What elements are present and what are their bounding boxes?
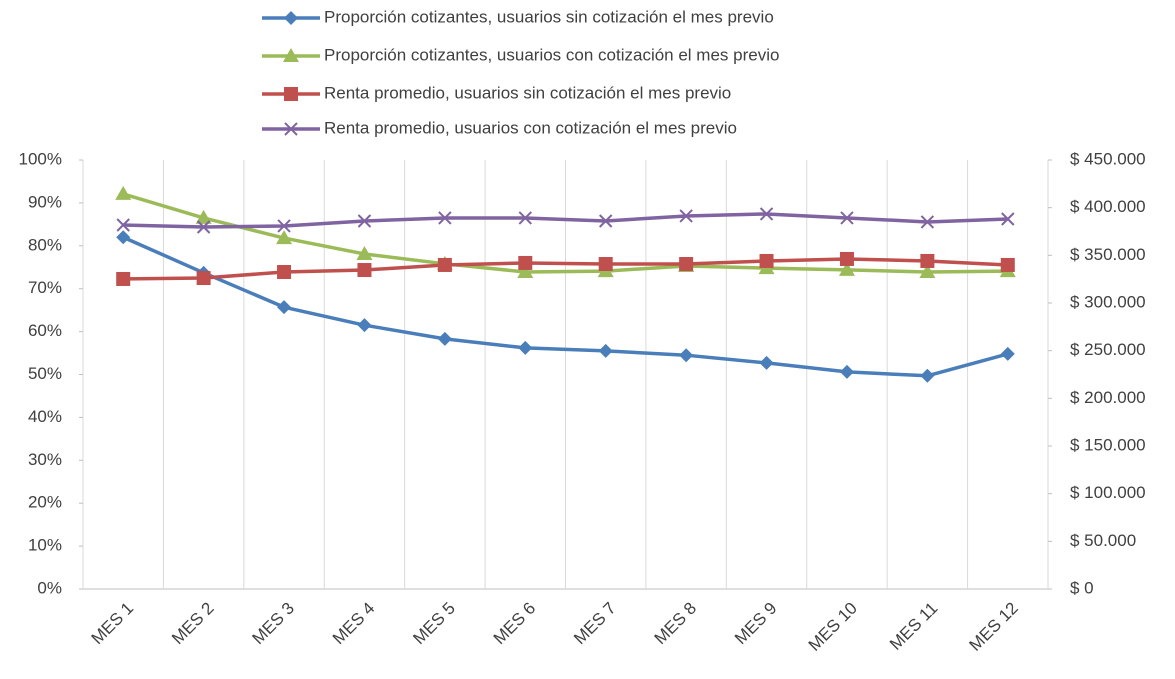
x-tick-label: MES 2 [168, 599, 218, 649]
marker [518, 255, 533, 270]
legend-label: Proporción cotizantes, usuarios sin coti… [324, 7, 774, 26]
series-line [123, 212, 1008, 229]
marker [116, 271, 131, 286]
marker [598, 343, 613, 358]
y-tick-label: 40% [28, 407, 62, 426]
x-tick-label: MES 12 [966, 599, 1022, 655]
x-tick-label: MES 10 [805, 599, 861, 655]
series-line [122, 192, 1008, 274]
marker [357, 318, 372, 333]
marker [598, 257, 613, 272]
marker [356, 245, 373, 260]
marker [920, 253, 935, 268]
y-tick-label: 100% [19, 149, 62, 168]
y-tick-label: 70% [28, 278, 62, 297]
marker [517, 263, 534, 278]
marker [840, 211, 854, 225]
marker [920, 368, 935, 383]
legend-label: Renta promedio, usuarios con cotización … [324, 118, 737, 137]
y2-tick-label: $ 200.000 [1070, 388, 1146, 407]
marker [679, 257, 694, 272]
y-tick-label: 20% [28, 493, 62, 512]
marker [679, 348, 694, 363]
x-tick-label: MES 5 [409, 599, 459, 649]
marker [1000, 346, 1015, 361]
marker [357, 263, 372, 278]
marker [919, 263, 936, 278]
marker [196, 271, 211, 286]
marker [195, 209, 212, 224]
marker [277, 300, 292, 315]
marker [759, 253, 774, 268]
y2-tick-label: $ 350.000 [1070, 245, 1146, 264]
marker [357, 214, 372, 228]
y-tick-label: 60% [28, 321, 62, 340]
series-line [123, 257, 1008, 281]
marker [839, 364, 854, 379]
y2-tick-label: $ 50.000 [1070, 531, 1136, 550]
y-tick-label: 10% [28, 536, 62, 555]
y-tick-label: 90% [28, 192, 62, 211]
marker [438, 211, 452, 225]
x-tick-label: MES 6 [490, 599, 540, 649]
marker [284, 11, 298, 25]
marker [1000, 257, 1015, 272]
y2-tick-label: $ 450.000 [1070, 149, 1146, 168]
marker [116, 230, 131, 245]
marker [284, 122, 298, 136]
series-line [122, 235, 1009, 378]
y-tick-label: 50% [28, 364, 62, 383]
y2-tick-label: $ 100.000 [1070, 483, 1146, 502]
x-tick-label: MES 1 [88, 599, 138, 649]
marker [115, 185, 132, 200]
y2-tick-label: $ 400.000 [1070, 197, 1146, 216]
x-tick-label: MES 9 [731, 599, 781, 649]
marker [277, 219, 291, 233]
x-tick-label: MES 7 [570, 599, 620, 649]
y2-tick-label: $ 0 [1070, 578, 1094, 597]
marker [920, 215, 935, 229]
marker [116, 218, 130, 232]
marker [518, 211, 532, 225]
marker [759, 355, 774, 370]
marker [277, 265, 292, 280]
marker [283, 48, 299, 62]
marker [437, 257, 452, 272]
marker [759, 207, 774, 221]
marker [437, 331, 452, 346]
y2-tick-label: $ 150.000 [1070, 435, 1146, 454]
x-tick-label: MES 4 [329, 599, 379, 649]
marker [679, 209, 693, 223]
marker [196, 220, 211, 234]
y2-tick-label: $ 250.000 [1070, 340, 1146, 359]
marker [599, 214, 613, 228]
legend-label: Proporción cotizantes, usuarios con coti… [324, 45, 779, 64]
marker [276, 230, 293, 245]
marker [284, 87, 298, 101]
y2-tick-label: $ 300.000 [1070, 292, 1146, 311]
marker [839, 251, 854, 266]
y-tick-label: 80% [28, 235, 62, 254]
y-tick-label: 30% [28, 450, 62, 469]
legend-label: Renta promedio, usuarios sin cotización … [324, 83, 731, 102]
x-tick-label: MES 8 [651, 599, 701, 649]
x-tick-label: MES 3 [249, 599, 299, 649]
marker [838, 261, 855, 276]
marker [1001, 212, 1015, 226]
y-tick-label: 0% [37, 578, 62, 597]
x-tick-label: MES 11 [886, 599, 941, 654]
marker [518, 340, 533, 355]
